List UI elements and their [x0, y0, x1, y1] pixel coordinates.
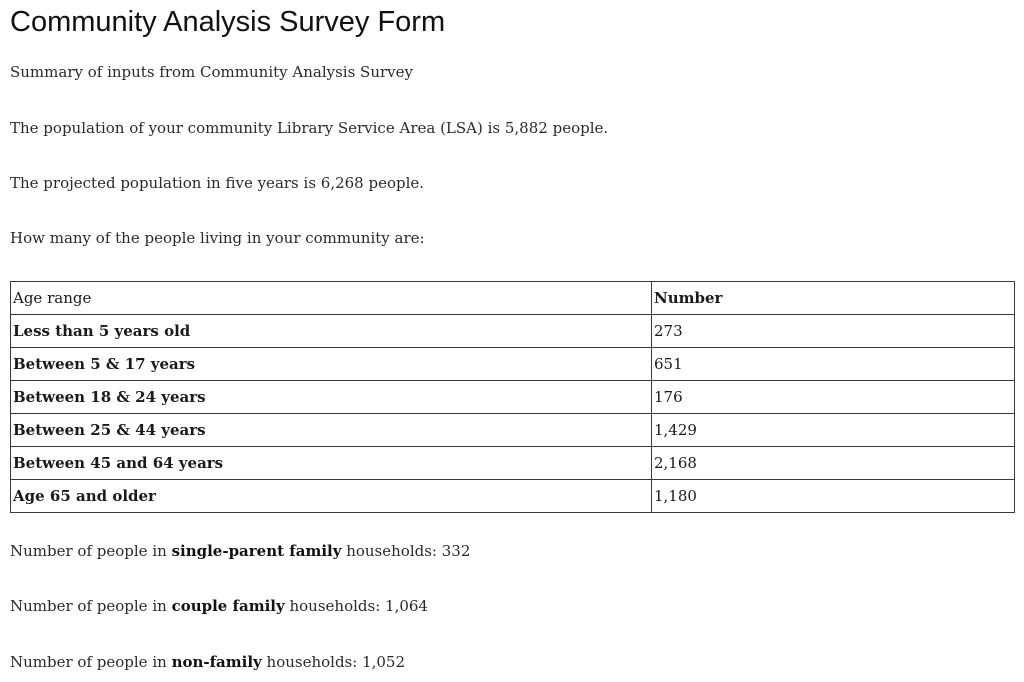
household-type: couple family	[171, 597, 285, 615]
summary-text: Summary of inputs from Community Analysi…	[10, 63, 413, 81]
age-range-value: 1,180	[651, 479, 1015, 513]
age-range-label: Between 25 & 44 years	[10, 413, 652, 447]
projected-population-text: The projected population in five years i…	[10, 174, 425, 192]
table-row: Between 5 & 17 years 651	[10, 347, 1015, 381]
household-prefix: Number of people in	[10, 653, 172, 671]
age-range-value: 2,168	[651, 446, 1015, 480]
age-range-label: Less than 5 years old	[10, 314, 652, 348]
household-count: households: 332	[341, 542, 471, 560]
table-row: Between 18 & 24 years 176	[10, 380, 1015, 414]
age-range-label: Between 5 & 17 years	[10, 347, 652, 381]
non-family-households-text: Number of people in non-family household…	[10, 652, 405, 672]
table-row: Less than 5 years old 273	[10, 314, 1015, 348]
household-count: households: 1,052	[261, 653, 406, 671]
age-range-value: 176	[651, 380, 1015, 414]
age-question-text: How many of the people living in your co…	[10, 229, 425, 247]
population-text: The population of your community Library…	[10, 119, 609, 137]
age-range-value: 1,429	[651, 413, 1015, 447]
table-row: Between 25 & 44 years 1,429	[10, 413, 1015, 447]
couple-family-households-text: Number of people in couple family househ…	[10, 596, 428, 616]
household-type: single-parent family	[171, 542, 342, 560]
page-title: Community Analysis Survey Form	[10, 6, 446, 38]
header-age-range: Age range	[10, 281, 652, 315]
table-row: Between 45 and 64 years 2,168	[10, 446, 1015, 480]
age-range-value: 651	[651, 347, 1015, 381]
age-range-table: Age range Number Less than 5 years old 2…	[10, 281, 1015, 513]
age-range-label: Between 18 & 24 years	[10, 380, 652, 414]
age-range-value: 273	[651, 314, 1015, 348]
table-row: Age 65 and older 1,180	[10, 479, 1015, 513]
age-range-label: Between 45 and 64 years	[10, 446, 652, 480]
household-count: households: 1,064	[284, 597, 428, 615]
header-number: Number	[651, 281, 1015, 315]
household-prefix: Number of people in	[10, 597, 172, 615]
table-header-row: Age range Number	[10, 281, 1015, 315]
household-type: non-family	[171, 653, 262, 671]
single-parent-households-text: Number of people in single-parent family…	[10, 541, 470, 561]
household-prefix: Number of people in	[10, 542, 172, 560]
age-range-label: Age 65 and older	[10, 479, 652, 513]
